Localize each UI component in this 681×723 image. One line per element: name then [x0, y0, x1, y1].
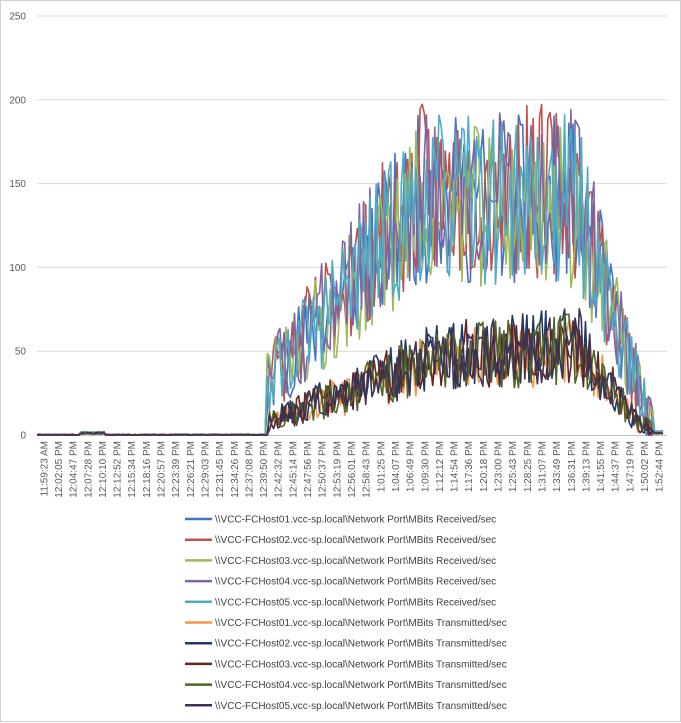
legend-entry-3: \\VCC-FCHost03.vcc-sp.local\Network Port…	[215, 556, 496, 567]
x-tick-label: 1:33:49 PM	[552, 441, 563, 492]
x-tick-label: 11:59:23 AM	[39, 441, 50, 496]
x-tick-label: 1:06:49 PM	[406, 441, 417, 492]
x-tick-label: 1:17:36 PM	[464, 441, 475, 492]
x-tick-label: 1:09:30 PM	[420, 441, 431, 492]
legend-entry-10: \\VCC-FCHost05.vcc-sp.local\Network Port…	[215, 701, 507, 712]
y-tick-label: 100	[9, 263, 26, 274]
y-tick-label: 250	[9, 12, 26, 23]
series-line-8	[36, 313, 664, 436]
x-tick-label: 12:42:32 PM	[274, 441, 285, 498]
legend-entry-4: \\VCC-FCHost04.vcc-sp.local\Network Port…	[215, 577, 496, 588]
x-tick-label: 1:31:07 PM	[537, 441, 548, 492]
x-tick-label: 12:37:08 PM	[244, 441, 255, 498]
x-tick-label: 1:52:44 PM	[655, 441, 666, 492]
legend-entry-9: \\VCC-FCHost04.vcc-sp.local\Network Port…	[215, 680, 507, 691]
x-tick-label: 1:20:18 PM	[479, 441, 490, 492]
x-tick-label: 1:01:25 PM	[376, 441, 387, 492]
y-tick-label: 200	[9, 95, 26, 106]
series-lines	[36, 103, 664, 436]
x-tick-label: 12:15:34 PM	[127, 441, 138, 498]
x-tick-label: 12:18:16 PM	[142, 441, 153, 498]
x-tick-label: 12:20:57 PM	[157, 441, 168, 498]
legend: \\VCC-FCHost01.vcc-sp.local\Network Port…	[185, 515, 507, 712]
y-tick-label: 0	[20, 431, 26, 442]
x-tick-label: 12:47:56 PM	[303, 441, 314, 498]
x-tick-labels: 11:59:23 AM 12:02:05 PM 12:04:47 PM 12:07:2…	[39, 441, 665, 498]
x-tick-label: 12:45:14 PM	[288, 441, 299, 498]
series-line-7	[36, 308, 664, 436]
x-tick-label: 1:44:37 PM	[611, 441, 622, 492]
x-tick-label: 12:02:05 PM	[54, 441, 65, 498]
legend-entry-6: \\VCC-FCHost01.vcc-sp.local\Network Port…	[215, 618, 507, 629]
x-tick-label: 12:53:19 PM	[332, 441, 343, 498]
x-tick-label: 12:23:39 PM	[171, 441, 182, 498]
y-tick-label: 150	[9, 179, 26, 190]
series-line-10	[37, 308, 664, 436]
x-tick-label: 1:12:12 PM	[435, 441, 446, 492]
legend-entry-7: \\VCC-FCHost02.vcc-sp.local\Network Port…	[215, 639, 507, 650]
x-tick-label: 12:29:03 PM	[200, 441, 211, 498]
x-tick-label: 1:36:31 PM	[567, 441, 578, 492]
x-tick-label: 12:10:10 PM	[98, 441, 109, 498]
x-tick-label: 1:25:43 PM	[508, 441, 519, 492]
x-tick-label: 12:34:26 PM	[230, 441, 241, 498]
legend-entry-2: \\VCC-FCHost02.vcc-sp.local\Network Port…	[215, 535, 496, 546]
legend-entry-8: \\VCC-FCHost03.vcc-sp.local\Network Port…	[215, 659, 507, 670]
x-tick-label: 1:14:54 PM	[450, 441, 461, 492]
x-tick-label: 1:28:25 PM	[523, 441, 534, 492]
x-tick-label: 1:39:13 PM	[581, 441, 592, 492]
legend-entry-1: \\VCC-FCHost01.vcc-sp.local\Network Port…	[215, 515, 496, 526]
x-tick-label: 12:58:43 PM	[362, 441, 373, 498]
y-tick-label: 50	[15, 347, 27, 358]
legend-entry-5: \\VCC-FCHost05.vcc-sp.local\Network Port…	[215, 597, 496, 608]
x-tick-label: 1:41:55 PM	[596, 441, 607, 492]
x-tick-label: 12:12:52 PM	[113, 441, 124, 498]
x-tick-label: 12:56:01 PM	[347, 441, 358, 498]
x-tick-label: 1:50:02 PM	[640, 441, 651, 492]
x-tick-label: 1:04:07 PM	[391, 441, 402, 492]
x-tick-label: 12:04:47 PM	[69, 441, 80, 498]
x-tick-label: 12:07:28 PM	[83, 441, 94, 498]
y-tick-labels: 0 50 100 150 200 250	[9, 12, 26, 442]
x-tick-label: 12:50:37 PM	[318, 441, 329, 498]
x-tick-label: 12:26:21 PM	[186, 441, 197, 498]
x-tick-label: 1:23:00 PM	[494, 441, 505, 492]
x-tick-label: 12:31:45 PM	[215, 441, 226, 498]
x-tick-label: 12:39:50 PM	[259, 441, 270, 498]
x-tick-label: 1:47:19 PM	[625, 441, 636, 492]
